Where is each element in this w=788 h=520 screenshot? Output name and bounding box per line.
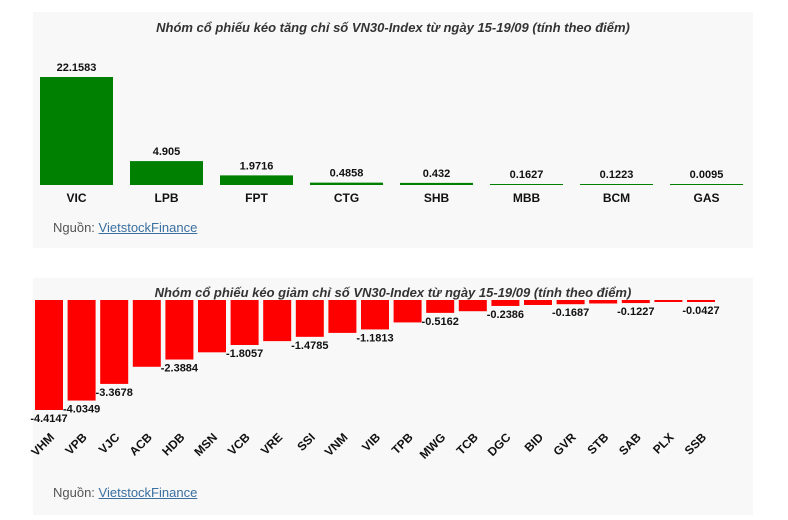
bottom-source-prefix: Nguồn: [53,485,99,500]
category-label-tpb: TPB [389,430,416,457]
bar-sab [621,300,650,304]
value-label-hdb: -2.3884 [161,363,199,375]
value-label-shb: 0.432 [423,168,451,180]
top-bar-chart: 22.1583 VIC 4.905 LPB 1.9716 FPT 0.4858 CTG 0.43… [40,62,743,205]
bar-mwg [426,300,455,313]
bottom-chart-panel: Nhóm cổ phiếu kéo giảm chỉ số VN30-Index… [28,278,753,515]
bar-hdb [165,300,194,360]
bar-shb [400,182,473,185]
value-label-fpt: 1.9716 [240,160,274,172]
category-label-gas: GAS [693,191,719,205]
category-label-bcm: BCM [603,191,630,205]
bar-fpt [220,175,293,185]
bar-bid [524,300,552,305]
category-label-vpb: VPB [62,430,90,458]
bar-gvr [556,300,585,305]
bar-lpb [130,161,203,185]
top-source-link[interactable]: VietstockFinance [98,220,198,235]
value-label-ssb: -0.0427 [682,305,719,317]
category-label-vre: VRE [258,430,285,457]
category-label-tcb: TCB [454,430,482,458]
bar-vhm [35,300,63,410]
value-label-ssi: -1.4785 [291,340,328,352]
category-label-vnm: VNM [322,430,351,459]
bar-gas [670,184,743,185]
bar-stb [589,300,618,304]
top-chart-title: Nhóm cổ phiếu kéo tăng chỉ số VN30-Index… [156,20,630,35]
top-source-prefix: Nguồn: [53,220,99,235]
category-label-vib: VIB [359,430,383,454]
category-label-vjc: VJC [96,430,123,457]
category-label-acb: ACB [127,430,156,459]
value-label-gvr: -0.1687 [552,307,589,319]
bar-plx [654,300,683,302]
bar-mbb [490,184,563,185]
category-label-sab: SAB [616,430,644,458]
category-label-vic: VIC [66,191,86,205]
category-label-ssi: SSI [294,430,318,454]
bar-vnm [328,300,357,333]
value-label-sab: -0.1227 [617,306,654,318]
bar-vic [40,77,113,185]
bar-ssb [687,300,715,302]
bar-tcb [458,300,487,312]
category-label-lpb: LPB [155,191,179,205]
category-label-ssb: SSB [682,430,710,458]
category-label-hdb: HDB [159,430,188,459]
bar-dgc [491,300,520,306]
bar-msn [198,300,226,353]
value-label-ctg: 0.4858 [330,168,364,180]
value-label-gas: 0.0095 [690,169,724,181]
value-label-vhm: -4.4147 [30,413,67,425]
value-label-bcm: 0.1223 [600,169,634,181]
category-label-ctg: CTG [334,191,359,205]
bottom-bar-chart: -4.4147 VHM -4.0349 VPB -3.3678 VJC ACB -2.3884… [28,300,720,462]
bar-vcb [230,300,259,345]
value-label-vcb: -1.8057 [226,348,263,360]
bar-ssi [295,300,324,337]
top-chart-panel: Nhóm cổ phiếu kéo tăng chỉ số VN30-Index… [33,12,753,248]
value-label-mwg: -0.5162 [422,316,459,328]
value-label-mbb: 0.1627 [510,169,544,181]
bar-acb [132,300,161,367]
value-label-vib: -1.1813 [356,332,393,344]
bar-vib [361,300,389,330]
category-label-bid: BID [522,430,547,455]
bar-ctg [310,182,383,185]
category-label-shb: SHB [424,191,450,205]
category-label-fpt: FPT [245,191,268,205]
category-label-msn: MSN [191,430,220,459]
category-label-vcb: VCB [225,430,253,458]
value-label-vpb: -4.0349 [63,404,100,416]
value-label-vjc: -3.3678 [96,387,133,399]
bar-tpb [393,300,422,323]
bottom-source-link[interactable]: VietstockFinance [98,485,198,500]
value-label-lpb: 4.905 [153,146,181,158]
category-label-dgc: DGC [485,430,514,459]
bar-vpb [67,300,96,401]
category-label-plx: PLX [650,430,676,456]
category-label-mwg: MWG [417,430,449,462]
category-label-mbb: MBB [513,191,541,205]
value-label-vic: 22.1583 [57,62,97,74]
bar-vjc [100,300,129,384]
bar-bcm [580,184,653,185]
bar-vre [263,300,292,342]
value-label-dgc: -0.2386 [487,309,524,321]
category-label-vhm: VHM [28,430,57,459]
category-label-gvr: GVR [550,430,579,459]
bottom-source: Nguồn: VietstockFinance [53,485,197,500]
category-label-stb: STB [584,430,611,457]
bottom-chart-title: Nhóm cổ phiếu kéo giảm chỉ số VN30-Index… [154,285,632,300]
top-source: Nguồn: VietstockFinance [53,220,197,235]
